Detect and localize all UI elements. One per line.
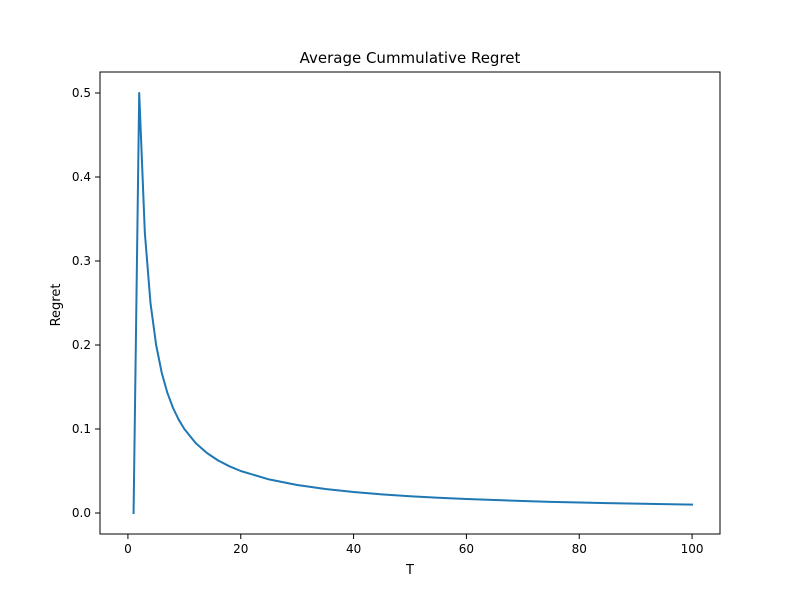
- axes-frame: [99, 71, 721, 535]
- y-tick-label: 0.0: [72, 506, 91, 520]
- x-tick-label: 60: [459, 542, 474, 556]
- chart-title: Average Cummulative Regret: [300, 49, 521, 67]
- y-tick-label: 0.3: [72, 254, 91, 268]
- series-line: [132, 92, 694, 515]
- x-axis-label: T: [405, 563, 414, 578]
- x-tick-label: 0: [124, 542, 132, 556]
- x-tick-label: 20: [233, 542, 248, 556]
- y-tick-label: 0.4: [72, 170, 91, 184]
- x-tick-label: 80: [572, 542, 587, 556]
- y-axis-ticks: 0.0 0.1 0.2 0.3 0.4 0.5: [72, 86, 100, 520]
- series-layer: [132, 92, 694, 515]
- y-tick-label: 0.5: [72, 86, 91, 100]
- x-tick-label: 100: [681, 542, 704, 556]
- y-tick-label: 0.1: [72, 422, 91, 436]
- y-tick-label: 0.2: [72, 338, 91, 352]
- y-axis-label: Regret: [49, 284, 64, 327]
- plot-area-border: [99, 71, 721, 535]
- x-axis-ticks: 0 20 40 60 80 100: [124, 534, 704, 556]
- x-tick-label: 40: [346, 542, 361, 556]
